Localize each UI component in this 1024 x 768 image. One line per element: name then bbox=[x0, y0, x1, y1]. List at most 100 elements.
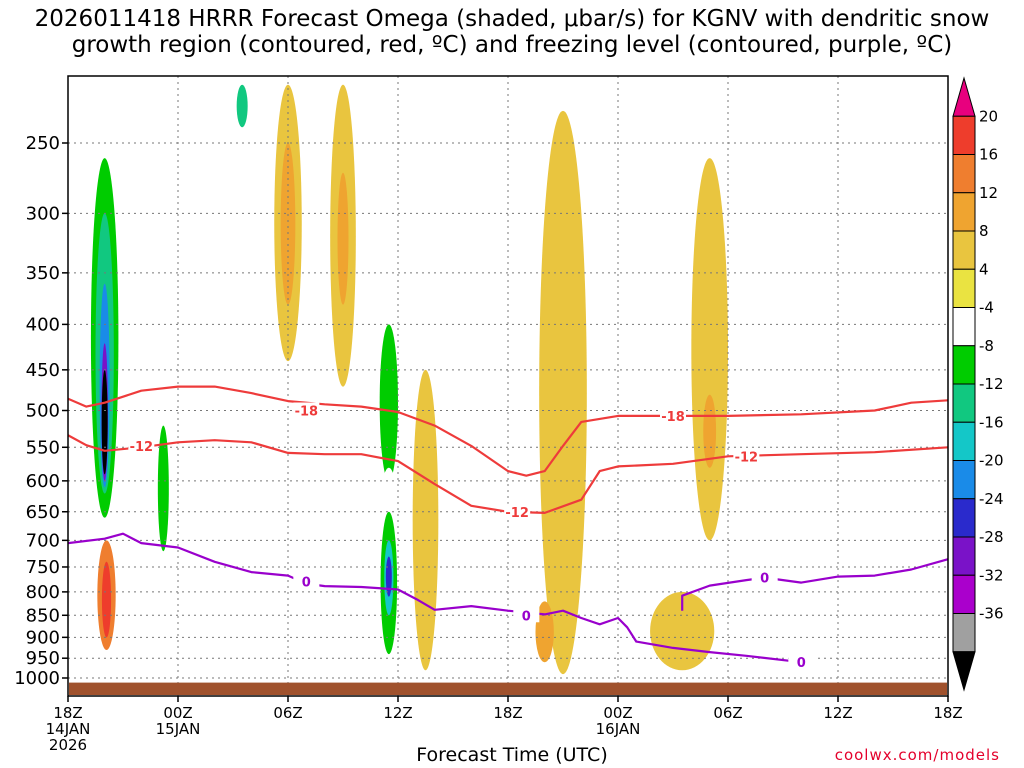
y-tick-label-550: 550 bbox=[26, 437, 60, 458]
chart-title-line-1: 2026011418 HRRR Forecast Omega (shaded, … bbox=[34, 6, 990, 32]
y-tick-label-850: 850 bbox=[26, 605, 60, 626]
contour-1-dgz-12c bbox=[68, 434, 948, 514]
colorbar-label--24: -24 bbox=[979, 490, 1004, 508]
colorbar-bin-15 bbox=[952, 651, 976, 692]
y-tick-label-750: 750 bbox=[26, 557, 60, 578]
colorbar-bin-7 bbox=[952, 345, 976, 385]
colorbar-bin-1 bbox=[952, 115, 976, 155]
colorbar-label-16: 16 bbox=[979, 146, 998, 164]
contour-0-dgz-18c bbox=[68, 385, 948, 477]
colorbar-bin-3 bbox=[952, 192, 976, 232]
contour-2-freezing-level-0c bbox=[68, 532, 802, 664]
colorbar-label--4: -4 bbox=[979, 299, 994, 317]
contour-label-2: -12 bbox=[505, 506, 529, 521]
contour-label-bg bbox=[788, 654, 815, 670]
omega-region-core-column-black bbox=[101, 369, 108, 475]
colorbar-label--36: -36 bbox=[979, 605, 1004, 623]
contour-label-bg bbox=[128, 437, 155, 453]
y-tick-label-900: 900 bbox=[26, 627, 60, 648]
gridlines bbox=[67, 76, 949, 696]
omega-region-green-upper-03z bbox=[225, 84, 259, 262]
omega-region-yellow-15z bbox=[412, 369, 439, 671]
x-tick-label-0-1: 14JAN bbox=[46, 720, 91, 738]
y-tick-label-950: 950 bbox=[26, 648, 60, 669]
y-tick-label-700: 700 bbox=[26, 530, 60, 551]
x-tick-label-30-0: 00Z bbox=[603, 704, 632, 722]
y-tick-label-1000: 1000 bbox=[14, 668, 60, 689]
colorbar-bin-8 bbox=[952, 383, 976, 423]
colorbar-bin-9 bbox=[952, 421, 976, 461]
colorbar-bin-12 bbox=[952, 536, 976, 576]
contour-label-5: 0 bbox=[302, 576, 311, 591]
x-tick-label-6-1: 15JAN bbox=[156, 720, 201, 738]
colorbar-bin-14 bbox=[952, 613, 976, 653]
x-tick-label-30-1: 16JAN bbox=[596, 720, 641, 738]
colorbar-label--20: -20 bbox=[979, 452, 1004, 470]
colorbar-bin-4 bbox=[952, 230, 976, 270]
y-tick-label-500: 500 bbox=[26, 401, 60, 422]
contour-label-3: -18 bbox=[661, 410, 685, 425]
omega-region-gold-03z bbox=[703, 394, 717, 468]
omega-region-yellow-03z bbox=[691, 158, 729, 541]
omega-shaded-field bbox=[79, 84, 729, 675]
colorbar-bin-2 bbox=[952, 154, 976, 194]
contour-label-8: 0 bbox=[797, 656, 806, 671]
colorbar-label--32: -32 bbox=[979, 566, 1004, 584]
omega-region-cyan-upper-03z bbox=[236, 84, 248, 128]
contour-label-1: -12 bbox=[130, 440, 154, 455]
contour-label-7: 0 bbox=[760, 572, 769, 587]
omega-region-gold-upper-06z bbox=[280, 143, 296, 305]
colorbar-label--16: -16 bbox=[979, 413, 1004, 431]
colorbar-bin-11 bbox=[952, 498, 976, 538]
omega-region-purple-low-12z bbox=[385, 556, 392, 597]
y-tick-label-350: 350 bbox=[26, 263, 60, 284]
x-tick-label-24-0: 18Z bbox=[493, 704, 522, 722]
omega-region-gold-upper-09z bbox=[337, 172, 349, 305]
omega-colorbar: 20 16 12 8 4 -4 -8 -12 -16 -20 -24 -28 -32 -36 bbox=[952, 76, 1004, 692]
y-tick-label-250: 250 bbox=[26, 133, 60, 154]
terrain-fill bbox=[69, 682, 947, 695]
omega-region-yellow-19z bbox=[539, 110, 587, 675]
x-tick-label-6-0: 00Z bbox=[163, 704, 192, 722]
contour-label-bg bbox=[660, 407, 686, 423]
contour-label-bg bbox=[293, 402, 320, 418]
x-tick-label-18-0: 12Z bbox=[383, 704, 412, 722]
x-tick-label-0-0: 18Z bbox=[53, 704, 82, 722]
colorbar-label-8: 8 bbox=[979, 222, 989, 240]
omega-region-teal-11z bbox=[379, 324, 399, 481]
colorbar-bin-5 bbox=[952, 268, 976, 308]
colorbar-label-12: 12 bbox=[979, 184, 998, 202]
x-tick-label-12-0: 06Z bbox=[273, 704, 302, 722]
x-tick-label-48-0: 18Z bbox=[933, 704, 962, 722]
y-tick-label-600: 600 bbox=[26, 471, 60, 492]
contour-label-6: 0 bbox=[522, 609, 531, 624]
credit-text[interactable]: coolwx.com/models bbox=[834, 746, 1000, 764]
chart-title-line-2: growth region (contoured, red, ºC) and f… bbox=[71, 32, 953, 58]
y-tick-label-800: 800 bbox=[26, 582, 60, 603]
colorbar-bin-13 bbox=[952, 574, 976, 614]
contour-label-4: -12 bbox=[735, 450, 759, 465]
omega-region-low-level-red-core bbox=[101, 561, 112, 638]
contour-label-bg bbox=[733, 448, 760, 464]
colorbar-bin-0 bbox=[952, 76, 976, 117]
x-tick-label-0-2: 2026 bbox=[49, 736, 87, 754]
colorbar-label-20: 20 bbox=[979, 107, 998, 125]
colorbar-bin-10 bbox=[952, 460, 976, 500]
colorbar-bin-6 bbox=[952, 307, 976, 347]
terrain-ground bbox=[69, 682, 947, 695]
x-tick-label-42-0: 12Z bbox=[823, 704, 852, 722]
contour-label-bg bbox=[293, 573, 320, 589]
colorbar-label--8: -8 bbox=[979, 337, 994, 355]
y-tick-label-300: 300 bbox=[26, 203, 60, 224]
y-tick-label-450: 450 bbox=[26, 360, 60, 381]
pressure-axis: 2503003504004505005506006507007508008509… bbox=[14, 133, 68, 689]
y-tick-label-650: 650 bbox=[26, 502, 60, 523]
contour-label-0: -18 bbox=[295, 405, 319, 420]
omega-region-gold-21z bbox=[535, 601, 554, 663]
contour-label-bg bbox=[751, 569, 778, 585]
omega-region-teal-band-00z bbox=[157, 425, 169, 552]
x-tick-label-36-0: 06Z bbox=[713, 704, 742, 722]
contour-label-bg bbox=[504, 503, 531, 519]
